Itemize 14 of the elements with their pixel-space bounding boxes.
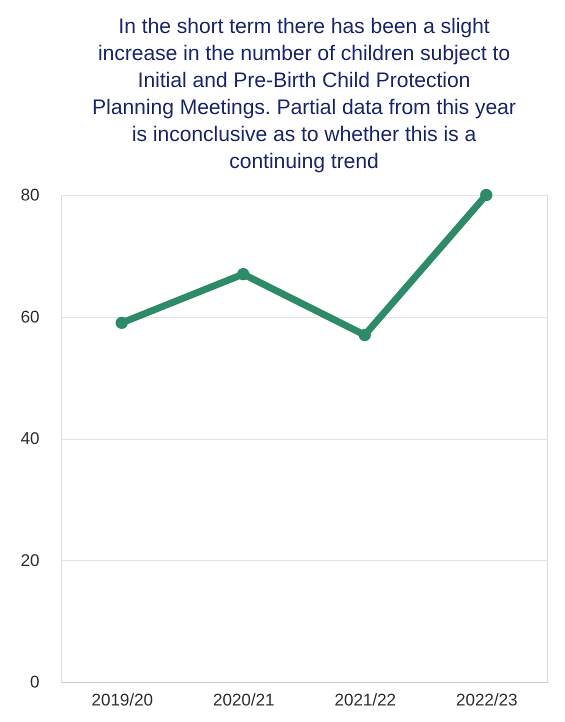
y-tick-label: 0 xyxy=(30,672,40,692)
chart-title: In the short term there has been a slight increase in the number of children subject to Initial and Pre-Birth Child Protection Planning Meetings. Partial data from this year is inconclusive as to whether this is a continuing trend xyxy=(92,15,516,173)
point xyxy=(237,268,250,280)
x-tick-label: 2020/21 xyxy=(213,690,274,710)
x-tick-label: 2022/23 xyxy=(456,690,518,710)
point xyxy=(358,328,371,342)
point xyxy=(480,188,492,202)
y-tick-label: 60 xyxy=(20,307,40,326)
y-tick-label: 20 xyxy=(20,550,40,570)
x-tick-label: 2019/20 xyxy=(92,690,153,710)
y-tick-label: 80 xyxy=(20,186,40,204)
y-tick-label: 40 xyxy=(20,429,40,448)
x-tick-label: 2021/22 xyxy=(334,690,396,710)
point xyxy=(116,316,128,329)
